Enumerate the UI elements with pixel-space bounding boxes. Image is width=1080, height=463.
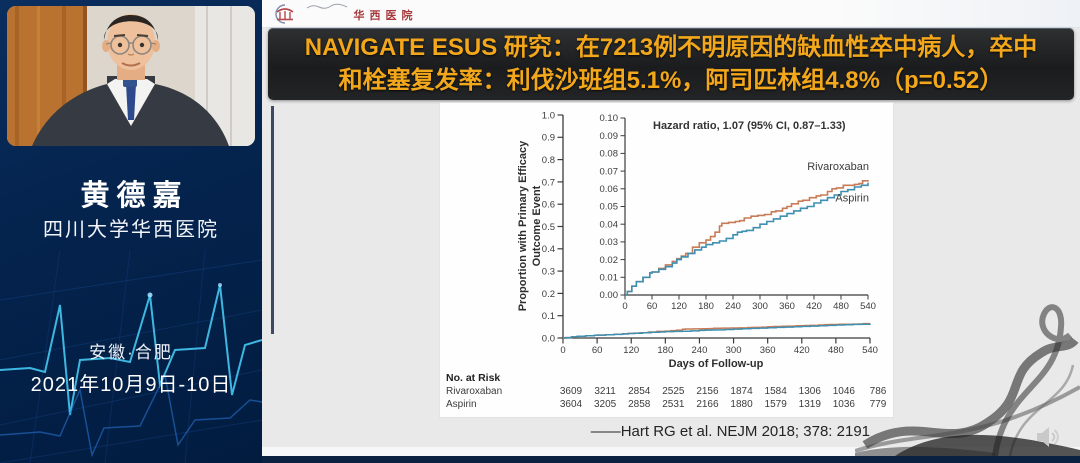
svg-text:120: 120 bbox=[671, 301, 687, 312]
svg-text:420: 420 bbox=[806, 301, 822, 312]
svg-text:300: 300 bbox=[752, 301, 768, 312]
svg-text:1036: 1036 bbox=[833, 399, 856, 410]
svg-text:0.08: 0.08 bbox=[600, 149, 619, 160]
svg-text:0.00: 0.00 bbox=[600, 290, 619, 301]
svg-text:0.10: 0.10 bbox=[600, 113, 619, 124]
svg-text:0.2: 0.2 bbox=[542, 289, 555, 300]
svg-text:540: 540 bbox=[860, 301, 876, 312]
km-chart-panel: 0.0 0.1 0.2 0.3 0.4 0.5 0.6 0.7 0.8 0.9 1.0 0 60 120 1… bbox=[440, 103, 893, 417]
svg-text:No. at Risk: No. at Risk bbox=[446, 372, 500, 384]
svg-text:1319: 1319 bbox=[799, 399, 822, 410]
event-dates: 2021年10月9日-10日 bbox=[30, 374, 232, 396]
speaker-icon[interactable] bbox=[1034, 424, 1060, 450]
km-chart: 0.0 0.1 0.2 0.3 0.4 0.5 0.6 0.7 0.8 0.9 1.0 0 60 120 1… bbox=[446, 110, 887, 410]
ecg-waveform-decoration bbox=[0, 250, 262, 463]
svg-text:1306: 1306 bbox=[799, 386, 822, 397]
svg-text:Outcome Event: Outcome Event bbox=[531, 185, 543, 266]
audio-control[interactable] bbox=[1034, 424, 1060, 450]
citation: ——Hart RG et al. NEJM 2018; 378: 2191 bbox=[590, 423, 870, 440]
svg-text:0.07: 0.07 bbox=[600, 166, 619, 177]
svg-text:300: 300 bbox=[726, 345, 742, 356]
svg-text:420: 420 bbox=[794, 345, 810, 356]
svg-text:240: 240 bbox=[725, 301, 741, 312]
svg-text:180: 180 bbox=[698, 301, 714, 312]
title-line-2: 和栓塞复发率：利伐沙班组5.1%，阿司匹林组4.8%（p=0.52） bbox=[338, 67, 1004, 94]
svg-text:1046: 1046 bbox=[833, 386, 856, 397]
smoke-decoration bbox=[855, 304, 1080, 456]
svg-text:0: 0 bbox=[622, 301, 627, 312]
svg-text:2854: 2854 bbox=[628, 386, 651, 397]
hospital-logo-text: 华西医院 bbox=[353, 10, 418, 22]
svg-text:0.1: 0.1 bbox=[542, 311, 555, 322]
svg-text:360: 360 bbox=[760, 345, 776, 356]
svg-text:480: 480 bbox=[833, 301, 849, 312]
svg-text:0.09: 0.09 bbox=[600, 131, 619, 142]
svg-text:Aspirin: Aspirin bbox=[446, 399, 477, 410]
content-left-edge-decoration bbox=[271, 106, 274, 334]
svg-text:60: 60 bbox=[592, 345, 603, 356]
svg-text:0.5: 0.5 bbox=[542, 222, 555, 233]
svg-text:1579: 1579 bbox=[765, 399, 788, 410]
svg-text:1584: 1584 bbox=[765, 386, 788, 397]
svg-text:Proportion with Primary Effica: Proportion with Primary Efficacy bbox=[517, 140, 529, 311]
svg-text:3205: 3205 bbox=[594, 399, 617, 410]
slide-bottom-navy-strip bbox=[262, 456, 1080, 463]
speaker-sidebar: 黄德嘉 四川大学华西医院 安徽·合肥 2021年10月9日-10日 bbox=[0, 0, 262, 463]
logo-script-decoration bbox=[306, 3, 348, 9]
svg-text:360: 360 bbox=[779, 301, 795, 312]
svg-text:3609: 3609 bbox=[560, 386, 583, 397]
title-line-1: NAVIGATE ESUS 研究：在7213例不明原因的缺血性卒中病人，卒中 bbox=[304, 34, 1038, 61]
svg-text:0.01: 0.01 bbox=[600, 273, 619, 284]
svg-text:779: 779 bbox=[870, 399, 887, 410]
svg-text:0.06: 0.06 bbox=[600, 184, 619, 195]
svg-text:0.0: 0.0 bbox=[542, 333, 555, 344]
svg-text:2525: 2525 bbox=[662, 386, 685, 397]
svg-text:1.0: 1.0 bbox=[542, 110, 555, 121]
hospital-logo: 华西医院 bbox=[272, 3, 417, 25]
svg-text:480: 480 bbox=[828, 345, 844, 356]
svg-text:3604: 3604 bbox=[560, 399, 583, 410]
svg-text:Days of Follow-up: Days of Follow-up bbox=[669, 358, 764, 370]
svg-text:0: 0 bbox=[560, 345, 565, 356]
svg-text:2858: 2858 bbox=[628, 399, 651, 410]
svg-text:0.4: 0.4 bbox=[542, 244, 555, 255]
hospital-emblem-icon bbox=[275, 3, 294, 24]
svg-text:Rivaroxaban: Rivaroxaban bbox=[807, 161, 869, 173]
svg-text:0.8: 0.8 bbox=[542, 155, 555, 166]
svg-text:0.04: 0.04 bbox=[600, 219, 619, 230]
svg-text:60: 60 bbox=[647, 301, 658, 312]
svg-text:540: 540 bbox=[862, 345, 878, 356]
svg-text:0.02: 0.02 bbox=[600, 255, 619, 266]
event-location: 安徽·合肥 bbox=[89, 343, 173, 362]
svg-text:0.3: 0.3 bbox=[542, 267, 555, 278]
svg-text:1874: 1874 bbox=[730, 386, 753, 397]
svg-text:Rivaroxaban: Rivaroxaban bbox=[446, 386, 502, 397]
speaker-photo bbox=[7, 6, 255, 146]
speaker-portrait-illustration bbox=[7, 6, 255, 146]
svg-text:0.7: 0.7 bbox=[542, 177, 555, 188]
svg-text:2156: 2156 bbox=[696, 386, 719, 397]
speaker-affiliation: 四川大学华西医院 bbox=[43, 219, 219, 241]
slide-bottom-light-strip bbox=[262, 447, 1080, 456]
svg-text:3211: 3211 bbox=[594, 386, 616, 397]
svg-text:180: 180 bbox=[657, 345, 673, 356]
svg-text:0.05: 0.05 bbox=[600, 202, 619, 213]
svg-text:1880: 1880 bbox=[730, 399, 753, 410]
svg-text:0.03: 0.03 bbox=[600, 237, 619, 248]
svg-text:Hazard ratio, 1.07 (95% CI, 0.: Hazard ratio, 1.07 (95% CI, 0.87–1.33) bbox=[653, 120, 846, 132]
svg-text:786: 786 bbox=[870, 386, 887, 397]
svg-text:0.9: 0.9 bbox=[542, 133, 555, 144]
title-banner: NAVIGATE ESUS 研究：在7213例不明原因的缺血性卒中病人，卒中 和… bbox=[268, 28, 1074, 100]
slide: 华西医院 NAVIGATE ESUS 研究：在7213例不明原因的缺血性卒中病人… bbox=[262, 0, 1080, 463]
svg-text:2166: 2166 bbox=[696, 399, 719, 410]
svg-text:240: 240 bbox=[692, 345, 708, 356]
speaker-name: 黄德嘉 bbox=[80, 180, 189, 212]
svg-text:0.6: 0.6 bbox=[542, 200, 555, 211]
svg-text:2531: 2531 bbox=[662, 399, 685, 410]
svg-text:Aspirin: Aspirin bbox=[835, 193, 869, 205]
svg-text:120: 120 bbox=[623, 345, 639, 356]
slide-topbar: 华西医院 bbox=[262, 0, 1080, 28]
